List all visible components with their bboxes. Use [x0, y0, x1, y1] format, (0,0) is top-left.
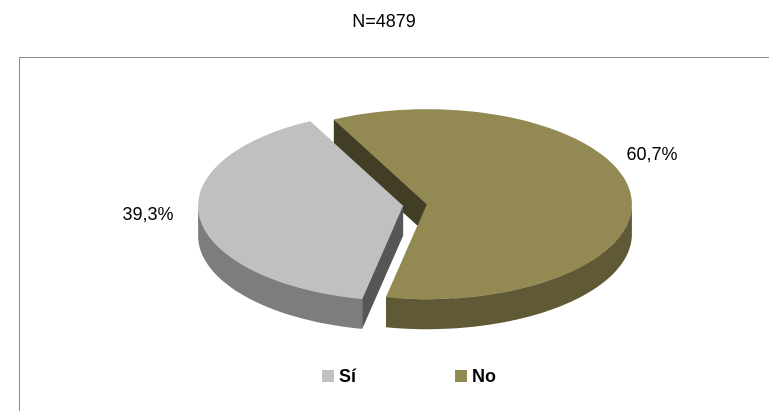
data-label: 39,3%: [122, 204, 173, 224]
legend-swatch: [455, 370, 467, 382]
slice-face: [333, 119, 427, 235]
data-label: 60,7%: [626, 144, 677, 164]
legend-swatch: [322, 370, 334, 382]
slice-side: [386, 204, 632, 330]
slice-side: [198, 205, 363, 329]
slice: [198, 121, 404, 299]
legend-label: Sí: [339, 366, 357, 386]
chart-title: N=4879: [352, 11, 416, 31]
legend-label: No: [472, 366, 496, 386]
slice-face: [362, 205, 404, 329]
slice: [333, 109, 632, 300]
